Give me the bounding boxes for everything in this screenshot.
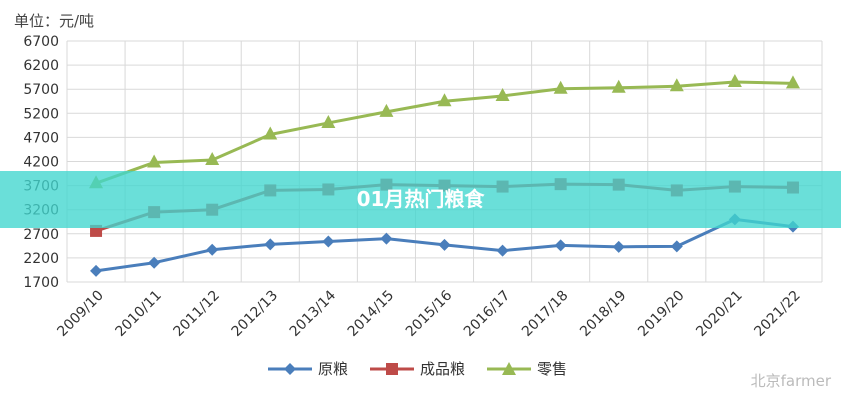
banner-title: 01月热门粮食 <box>356 187 485 211</box>
data-point-raw <box>322 235 335 248</box>
x-tick-label: 2012/13 <box>229 288 281 340</box>
legend-marker-processed <box>370 362 415 375</box>
data-point-raw <box>612 240 625 253</box>
y-tick-label: 6700 <box>23 34 59 50</box>
x-tick-label: 2010/11 <box>112 288 164 340</box>
y-tick-label: 6200 <box>23 58 59 74</box>
x-tick-label: 2021/22 <box>751 288 803 340</box>
x-tick-label: 2013/14 <box>287 287 340 340</box>
data-point-raw <box>438 238 451 251</box>
y-tick-label: 2200 <box>23 251 59 267</box>
data-point-retail <box>379 103 394 117</box>
watermark: 北京farmer <box>750 372 831 390</box>
data-point-raw <box>554 239 567 252</box>
title-banner <box>0 171 841 228</box>
x-tick-label: 2015/16 <box>403 287 456 340</box>
x-tick-label: 2014/15 <box>345 288 397 340</box>
x-tick-label: 2016/17 <box>461 288 513 340</box>
data-point-retail <box>727 73 742 87</box>
legend-marker-raw <box>268 362 312 375</box>
data-point-retail <box>263 126 278 140</box>
data-point-retail <box>611 79 626 93</box>
legend-marker-retail <box>487 361 532 375</box>
data-point-raw <box>380 232 393 245</box>
y-tick-label: 5200 <box>23 106 59 122</box>
data-point-retail <box>321 114 336 128</box>
legend-item-raw: 原粮 <box>268 358 348 379</box>
x-tick-label: 2009/10 <box>54 288 106 340</box>
data-point-retail <box>437 93 452 107</box>
data-point-retail <box>785 75 800 89</box>
legend-item-processed: 成品粮 <box>370 358 465 379</box>
data-point-raw <box>264 238 277 251</box>
data-point-retail <box>147 154 162 168</box>
data-point-raw <box>496 244 509 257</box>
x-tick-label: 2017/18 <box>519 288 571 340</box>
x-tick-label: 2020/21 <box>693 288 745 340</box>
y-tick-label: 4700 <box>23 130 59 146</box>
data-point-raw <box>90 264 103 277</box>
y-tick-label: 2700 <box>23 227 59 243</box>
legend-label-processed: 成品粮 <box>420 360 466 378</box>
legend-item-retail: 零售 <box>487 358 567 379</box>
y-tick-label: 4200 <box>23 155 59 171</box>
legend-label-retail: 零售 <box>537 360 568 378</box>
data-point-raw <box>206 243 219 256</box>
legend: 原粮 成品粮 零售 <box>268 358 589 379</box>
unit-label: 单位：元/吨 <box>14 12 95 30</box>
legend-label-raw: 原粮 <box>318 360 349 378</box>
data-point-retail <box>205 152 220 166</box>
data-point-retail <box>669 78 684 92</box>
data-point-raw <box>670 240 683 253</box>
data-point-retail <box>495 87 510 101</box>
x-tick-label: 2011/12 <box>171 288 223 340</box>
y-tick-label: 1700 <box>23 275 59 291</box>
x-tick-label: 2019/20 <box>635 288 687 340</box>
data-point-raw <box>148 256 161 269</box>
data-point-retail <box>553 80 568 94</box>
y-tick-label: 5700 <box>23 82 59 98</box>
x-tick-label: 2018/19 <box>577 288 629 340</box>
